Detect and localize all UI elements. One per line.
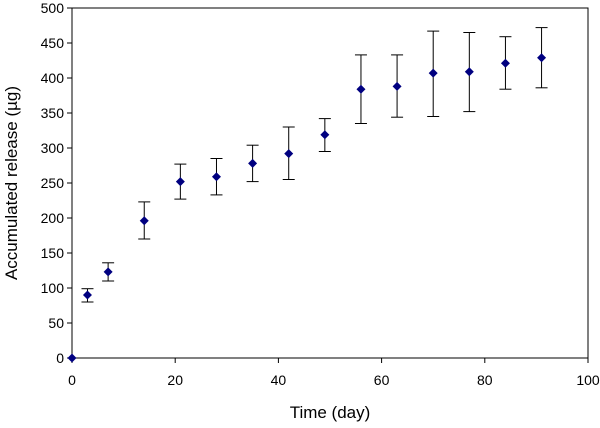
data-point [392, 81, 402, 91]
data-point [320, 130, 330, 140]
y-tick-label: 450 [41, 35, 65, 51]
data-point [82, 290, 92, 300]
data-point [464, 67, 474, 77]
data-point [537, 53, 547, 63]
data-point [175, 177, 185, 187]
y-tick-label: 0 [56, 350, 64, 366]
x-tick-label: 60 [374, 372, 390, 388]
data-point [428, 68, 438, 78]
y-tick-label: 500 [41, 0, 65, 16]
data-point [67, 353, 77, 363]
x-axis-title: Time (day) [290, 403, 371, 422]
y-tick-label: 50 [48, 315, 64, 331]
x-tick-label: 20 [167, 372, 183, 388]
data-point [211, 172, 221, 182]
x-tick-label: 100 [576, 372, 600, 388]
y-axis: 0 50 100 150 200 250 300 350 400 450 500 [41, 0, 72, 366]
data-point [500, 58, 510, 68]
data-points [67, 53, 547, 363]
data-point [103, 267, 113, 277]
y-tick-label: 100 [41, 280, 65, 296]
x-tick-label: 80 [477, 372, 493, 388]
x-axis: 0 20 40 60 80 100 [68, 358, 600, 388]
y-axis-title: Accumulated release (µg) [2, 86, 21, 280]
data-point [248, 158, 258, 168]
x-tick-label: 0 [68, 372, 76, 388]
x-tick-label: 40 [271, 372, 287, 388]
data-point [284, 149, 294, 159]
y-tick-label: 350 [41, 105, 65, 121]
y-tick-label: 200 [41, 210, 65, 226]
y-tick-label: 400 [41, 70, 65, 86]
y-tick-label: 250 [41, 175, 65, 191]
data-point [356, 84, 366, 94]
plot-area [71, 7, 589, 359]
y-tick-label: 300 [41, 140, 65, 156]
data-point [139, 216, 149, 226]
y-tick-label: 150 [41, 245, 65, 261]
